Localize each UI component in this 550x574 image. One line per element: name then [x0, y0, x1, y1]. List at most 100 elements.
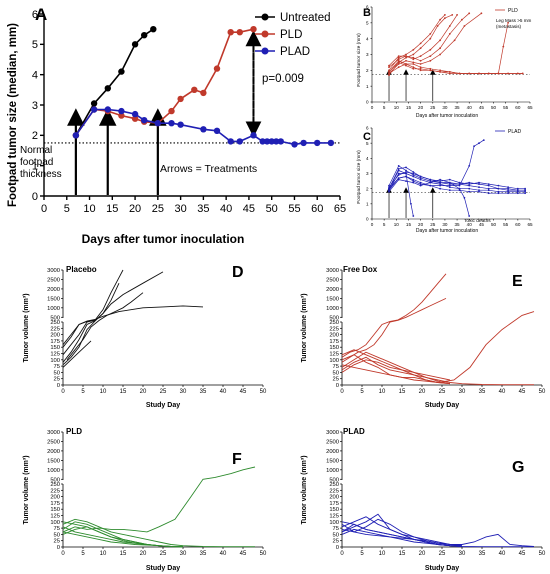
data-point [439, 53, 441, 56]
x-tick-label: 40 [220, 389, 227, 395]
data-point [397, 61, 400, 64]
x-tick-label: 40 [467, 105, 473, 110]
data-point [412, 61, 415, 64]
y-tick-label: 125 [329, 514, 339, 520]
y-tick-label: 6 [366, 126, 369, 131]
data-point [412, 178, 415, 181]
data-point [516, 192, 519, 195]
x-axis-label: Days after tumor inoculation [416, 228, 478, 234]
data-point [429, 48, 432, 51]
x-tick-label: 20 [418, 222, 424, 227]
x-tick-label: 30 [180, 389, 187, 395]
y-tick-label: 1500 [326, 458, 339, 464]
y-tick-label: 500 [50, 477, 60, 483]
y-tick-label: 3000 [326, 268, 339, 274]
x-tick-label: 15 [120, 389, 127, 395]
data-point [412, 67, 415, 70]
x-tick-label: 30 [459, 551, 466, 557]
y-tick-label: 1500 [47, 296, 60, 302]
data-point [468, 165, 471, 167]
data-point [397, 55, 400, 57]
x-tick-label: 15 [106, 203, 118, 215]
y-tick-label: 6 [366, 5, 369, 10]
y-tick-label: 200 [50, 495, 60, 501]
data-point [429, 67, 432, 70]
x-tick-label: 35 [455, 105, 461, 110]
data-point [388, 189, 390, 192]
series-lines [62, 466, 256, 548]
data-point [191, 86, 198, 94]
data-point [200, 89, 207, 97]
data-point [429, 181, 432, 184]
data-point [463, 25, 466, 27]
legend: Untreated PLD PLAD [255, 12, 331, 58]
data-point [448, 72, 451, 75]
x-tick-label: 25 [152, 203, 164, 215]
data-point [412, 56, 415, 59]
data-point [141, 117, 148, 124]
x-tick-label: 0 [340, 389, 344, 395]
series-line [62, 283, 120, 366]
y-tick-label: 0 [366, 100, 369, 105]
y-tick-label: 225 [50, 326, 60, 332]
panel-g: G PLAD Tumor volume (mm³) Study Day 0 5 10… [301, 427, 546, 572]
y-tick-label: 50 [333, 370, 339, 376]
data-point [478, 181, 480, 184]
data-point [468, 72, 471, 75]
data-point [388, 190, 390, 193]
data-point [131, 41, 139, 48]
y-tick-label: 225 [329, 488, 339, 494]
data-point [439, 180, 441, 183]
data-point [507, 187, 509, 190]
data-point [444, 14, 446, 16]
data-point [507, 186, 509, 189]
data-point [177, 95, 184, 103]
y-tick-label: 50 [54, 532, 60, 538]
x-tick-label: 10 [83, 203, 95, 215]
data-point [436, 25, 439, 27]
panel-title: Placebo [66, 265, 97, 274]
y-tick-label: 25 [54, 539, 60, 545]
data-point [388, 71, 390, 73]
y-tick-label: 0 [57, 383, 60, 389]
data-point [458, 184, 461, 187]
axes: 0 5 10 15 20 25 30 35 40 45 5002550751001251501752… [47, 268, 267, 395]
series-line [62, 518, 255, 548]
x-tick-label: 65 [527, 105, 533, 110]
x-tick-label: 15 [120, 551, 127, 557]
data-point [314, 139, 321, 147]
y-tick-label: 2000 [47, 449, 60, 455]
data-point [429, 184, 432, 187]
data-point [397, 169, 400, 172]
x-tick-label: 5 [64, 203, 70, 215]
y-tick-label: 500 [50, 315, 60, 321]
data-point [388, 66, 390, 69]
data-point [277, 138, 284, 145]
series-lines [388, 139, 526, 217]
data-point [118, 112, 125, 119]
data-point [444, 17, 446, 19]
data-point [236, 138, 243, 145]
data-point [412, 181, 415, 184]
y-axis-label: Footpad tumor size (mm) [356, 33, 362, 87]
y-axis-label: Tumor volume (mm³) [23, 455, 30, 524]
data-point [448, 33, 451, 35]
y-tick-label: 3000 [47, 430, 60, 436]
y-tick-label: 500 [329, 315, 339, 321]
data-point [388, 64, 390, 67]
series-line [388, 176, 526, 194]
data-point [388, 187, 390, 190]
data-point [429, 33, 432, 35]
data-point [397, 172, 400, 175]
data-point [397, 177, 400, 180]
x-tick-label: 35 [197, 203, 209, 215]
data-point [412, 171, 415, 173]
data-point [487, 189, 490, 192]
data-point [497, 184, 500, 187]
data-point [131, 110, 139, 118]
data-point [429, 180, 432, 183]
data-point [419, 42, 422, 45]
data-point [388, 74, 390, 76]
